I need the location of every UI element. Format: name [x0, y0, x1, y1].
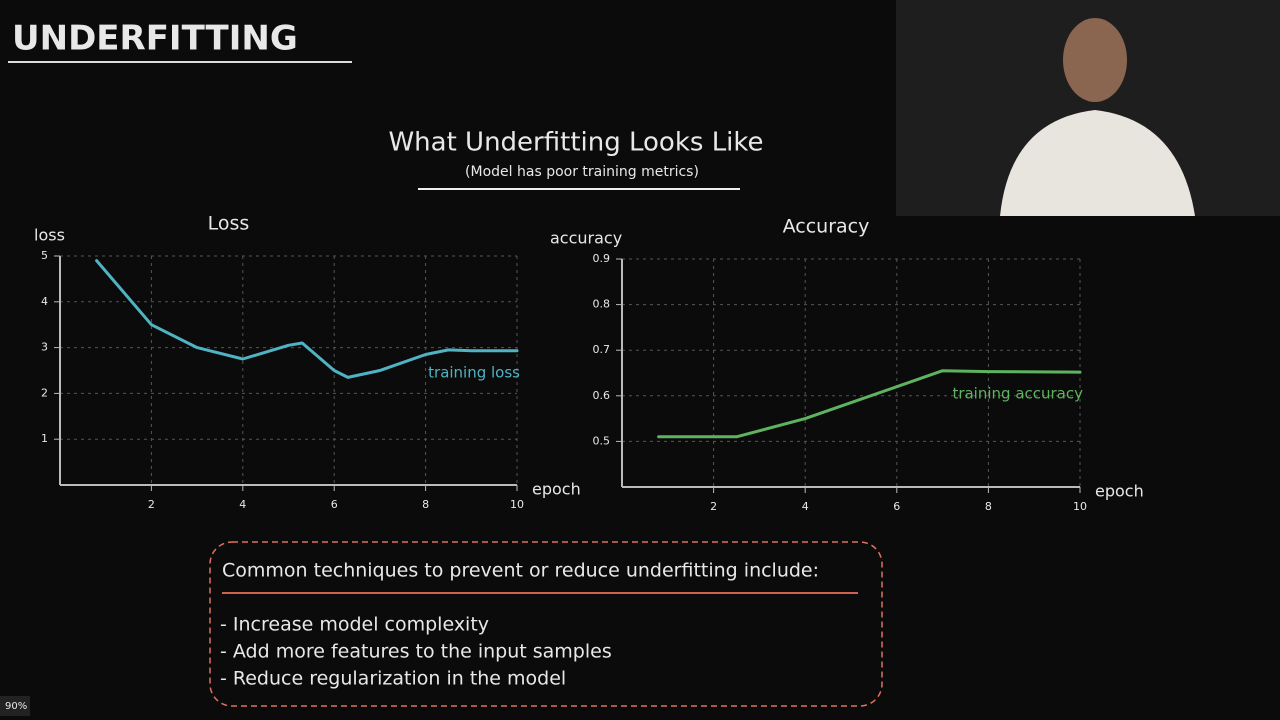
slide-subtitle: (Model has poor training metrics)	[465, 164, 699, 180]
x-tick-label: 6	[893, 500, 900, 513]
x-tick-label: 10	[1073, 500, 1087, 513]
y-tick-label: 0.9	[593, 252, 611, 265]
x-tick-label: 2	[148, 498, 155, 511]
header-title: UNDERFITTING	[12, 19, 298, 59]
series-label: training accuracy	[952, 385, 1083, 403]
line-series	[657, 369, 1082, 439]
x-tick-label: 8	[422, 498, 429, 511]
zoom-badge	[0, 696, 30, 716]
line-series	[95, 259, 519, 379]
presenter-head	[1063, 18, 1127, 102]
y-tick-label: 0.6	[593, 389, 611, 402]
note-item: - Add more features to the input samples	[220, 641, 612, 663]
note-box	[209, 541, 883, 707]
y-tick-label: 5	[41, 249, 48, 262]
x-tick-label: 8	[985, 500, 992, 513]
chart-title: Accuracy	[783, 216, 870, 238]
y-axis-label: accuracy	[550, 229, 622, 248]
x-axis-label: epoch	[532, 480, 581, 499]
note-item: - Reduce regularization in the model	[220, 668, 566, 690]
x-tick-label: 2	[710, 500, 717, 513]
x-tick-label: 10	[510, 498, 524, 511]
series-label: training loss	[428, 363, 520, 381]
x-tick-label: 6	[331, 498, 338, 511]
y-axis-label: loss	[34, 226, 65, 245]
y-tick-label: 4	[41, 295, 48, 308]
note-heading: Common techniques to prevent or reduce u…	[222, 560, 819, 582]
y-tick-label: 0.7	[593, 343, 611, 356]
chart-title: Loss	[208, 213, 250, 235]
x-tick-label: 4	[239, 498, 246, 511]
presenter-shirt	[1000, 110, 1195, 216]
x-tick-label: 4	[802, 500, 809, 513]
note-item: - Increase model complexity	[220, 614, 489, 636]
y-tick-label: 0.8	[593, 298, 611, 311]
y-tick-label: 2	[41, 386, 48, 399]
y-tick-label: 1	[41, 432, 48, 445]
slide-title: What Underfitting Looks Like	[388, 128, 763, 158]
zoom-level: 90%	[5, 701, 27, 712]
y-tick-label: 3	[41, 341, 48, 354]
y-tick-label: 0.5	[593, 434, 611, 447]
x-axis-label: epoch	[1095, 482, 1144, 501]
